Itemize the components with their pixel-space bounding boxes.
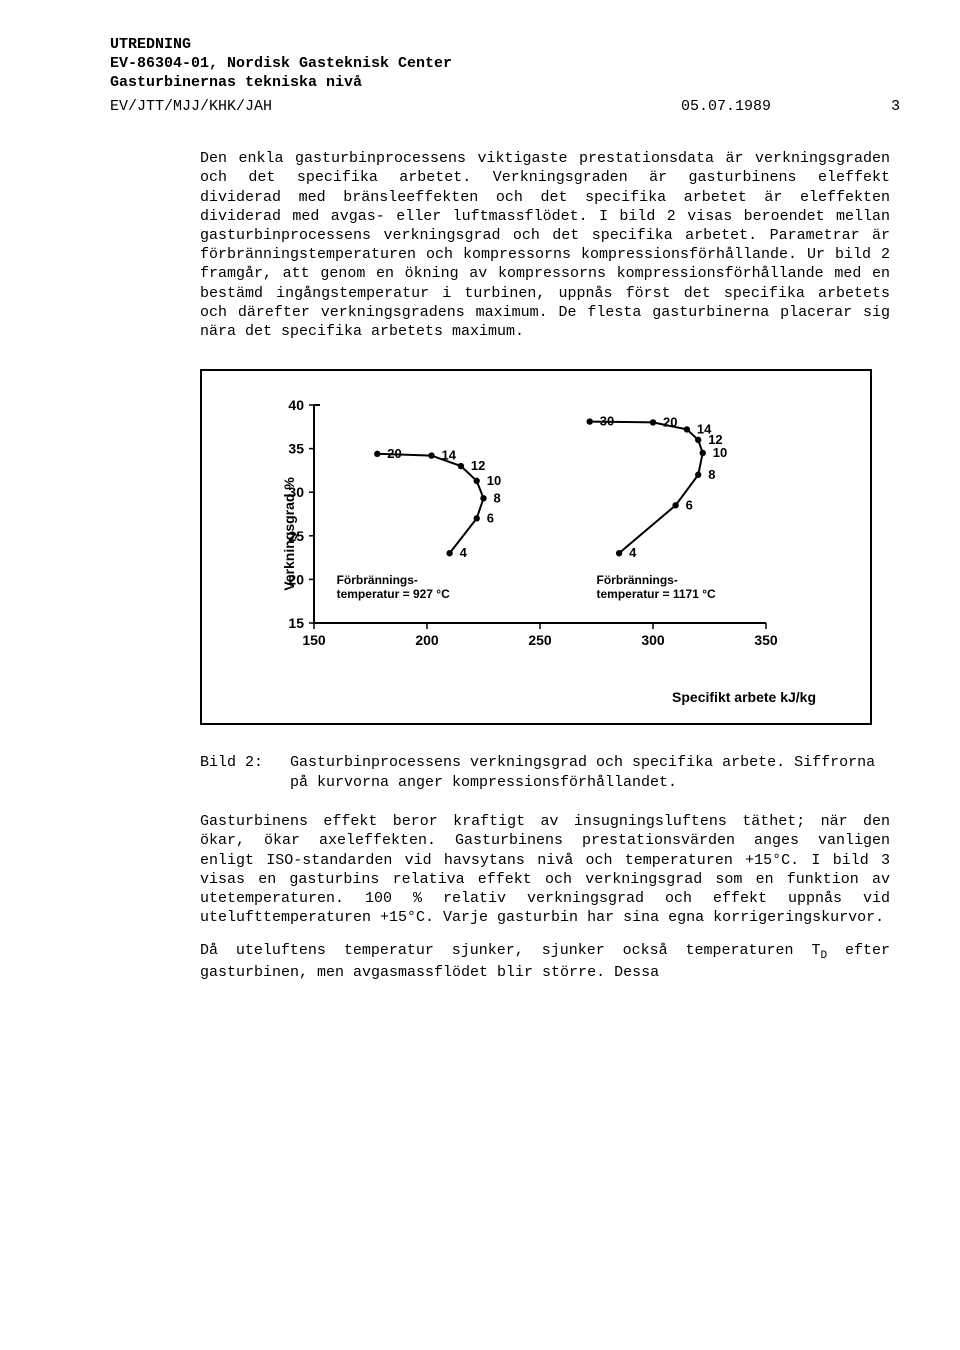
- body-text: Den enkla gasturbinprocessens viktigaste…: [200, 149, 890, 341]
- paragraph-3: Då uteluftens temperatur sjunker, sjunke…: [200, 941, 890, 982]
- header-line2: EV-86304-01, Nordisk Gasteknisk Center: [110, 55, 900, 74]
- svg-text:Förbrännings-: Förbrännings-: [597, 573, 678, 587]
- svg-text:20: 20: [663, 415, 677, 430]
- figure-2-caption: Bild 2: Gasturbinprocessens verkningsgra…: [200, 753, 890, 792]
- svg-text:Förbrännings-: Förbrännings-: [337, 573, 418, 587]
- page: UTREDNING EV-86304-01, Nordisk Gasteknis…: [0, 0, 960, 1041]
- svg-text:30: 30: [600, 414, 614, 429]
- figure-2-box: Verkningsgrad % 152025303540150200250300…: [200, 369, 872, 725]
- report-header: UTREDNING EV-86304-01, Nordisk Gasteknis…: [110, 36, 900, 92]
- svg-text:250: 250: [528, 632, 552, 648]
- svg-text:10: 10: [487, 473, 501, 488]
- svg-text:15: 15: [288, 615, 304, 631]
- header-line1: UTREDNING: [110, 36, 900, 55]
- caption-label: Bild 2:: [200, 753, 290, 792]
- svg-text:20: 20: [387, 446, 401, 461]
- svg-text:6: 6: [487, 510, 494, 525]
- svg-text:8: 8: [494, 490, 501, 505]
- svg-text:4: 4: [460, 545, 468, 560]
- chart-xlabel: Specifikt arbete kJ/kg: [226, 689, 816, 705]
- doc-date: 05.07.1989: [681, 98, 771, 115]
- svg-text:200: 200: [415, 632, 439, 648]
- caption-text: Gasturbinprocessens verkningsgrad och sp…: [290, 753, 890, 792]
- svg-text:10: 10: [713, 445, 727, 460]
- svg-text:300: 300: [641, 632, 665, 648]
- doc-code: EV/JTT/MJJ/KHK/JAH: [110, 98, 272, 115]
- svg-text:35: 35: [288, 441, 304, 457]
- paragraph-2: Gasturbinens effekt beror kraftigt av in…: [200, 812, 890, 927]
- svg-text:350: 350: [754, 632, 778, 648]
- svg-text:4: 4: [629, 545, 637, 560]
- para3-pre: Då uteluftens temperatur sjunker, sjunke…: [200, 942, 820, 959]
- paragraph-1: Den enkla gasturbinprocessens viktigaste…: [200, 149, 890, 341]
- subheader-row: EV/JTT/MJJ/KHK/JAH 05.07.1989 3: [110, 98, 900, 115]
- svg-text:12: 12: [471, 458, 485, 473]
- header-line3: Gasturbinernas tekniska nivå: [110, 74, 900, 93]
- svg-text:40: 40: [288, 397, 304, 413]
- svg-text:8: 8: [708, 467, 715, 482]
- chart-svg: 15202530354015020025030035046810121420Fö…: [266, 395, 786, 665]
- page-number: 3: [891, 98, 900, 115]
- body-text-2: Gasturbinens effekt beror kraftigt av in…: [200, 812, 890, 982]
- figure-2-chart: Verkningsgrad % 152025303540150200250300…: [266, 395, 846, 685]
- svg-text:temperatur = 1171 °C: temperatur = 1171 °C: [597, 587, 717, 601]
- svg-text:temperatur = 927 °C: temperatur = 927 °C: [337, 587, 451, 601]
- svg-text:150: 150: [302, 632, 326, 648]
- svg-text:6: 6: [686, 497, 693, 512]
- svg-text:14: 14: [442, 448, 457, 463]
- chart-ylabel: Verkningsgrad %: [281, 478, 297, 592]
- svg-text:14: 14: [697, 422, 712, 437]
